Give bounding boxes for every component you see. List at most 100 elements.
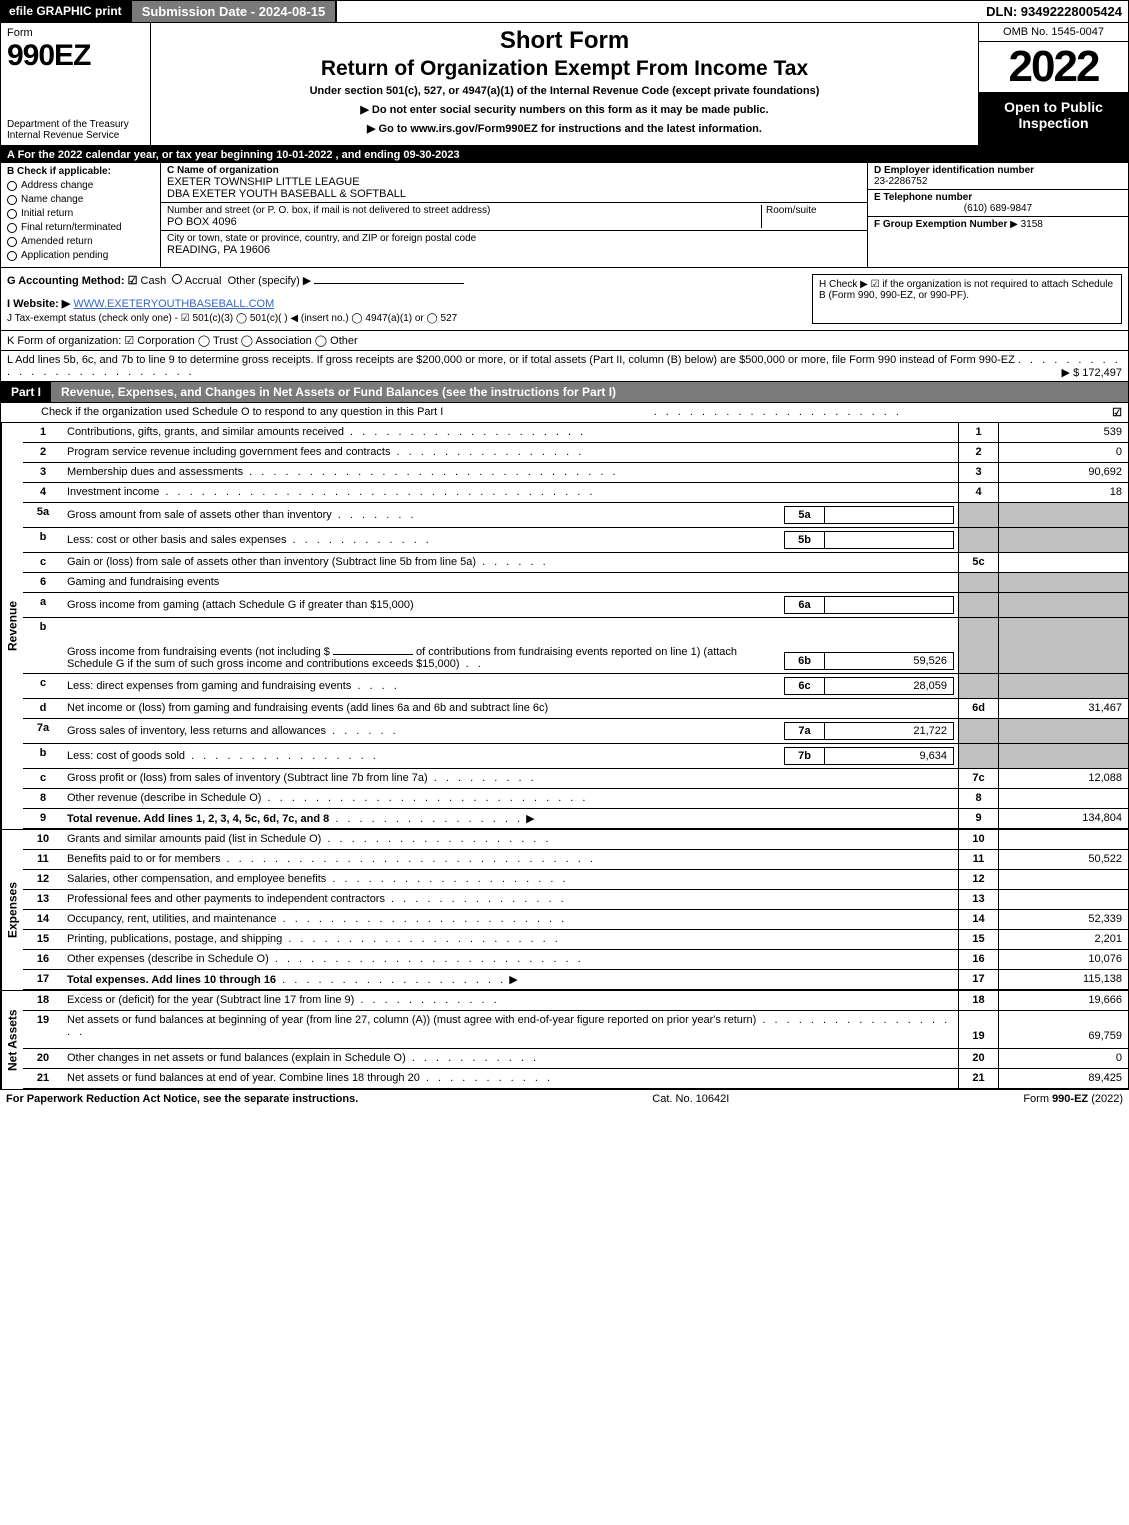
check-accrual[interactable] <box>172 274 182 284</box>
footer-right: Form 990-EZ (2022) <box>1023 1093 1123 1105</box>
other-specify-label: Other (specify) ▶ <box>228 275 312 287</box>
footer: For Paperwork Reduction Act Notice, see … <box>0 1090 1129 1108</box>
part-i-check-row: Check if the organization used Schedule … <box>1 403 1128 423</box>
line-18-value: 19,666 <box>998 991 1128 1010</box>
line-4: 4 Investment income . . . . . . . . . . … <box>23 483 1128 503</box>
expenses-body: 10 Grants and similar amounts paid (list… <box>23 830 1128 990</box>
line-1-value: 539 <box>998 423 1128 442</box>
line-9-value: 134,804 <box>998 809 1128 828</box>
footer-center: Cat. No. 10642I <box>652 1093 729 1105</box>
row-h-schedule-b: H Check ▶ ☑ if the organization is not r… <box>812 274 1122 324</box>
expenses-ledger: Expenses 10 Grants and similar amounts p… <box>1 830 1128 991</box>
line-2: 2 Program service revenue including gove… <box>23 443 1128 463</box>
efile-print-button[interactable]: efile GRAPHIC print <box>1 1 132 22</box>
part-i-label: Part I <box>1 382 51 402</box>
website-link[interactable]: WWW.EXETERYOUTHBASEBALL.COM <box>73 298 274 310</box>
row-g-h: G Accounting Method: ☑ Cash Accrual Othe… <box>1 268 1128 331</box>
col-d-e-f: D Employer identification number 23-2286… <box>868 163 1128 267</box>
accrual-label: Accrual <box>185 275 222 287</box>
part-i-header: Part I Revenue, Expenses, and Changes in… <box>1 382 1128 403</box>
line-3-value: 90,692 <box>998 463 1128 482</box>
schedule-o-check-icon: ☑ <box>1112 406 1122 419</box>
line-5c: c Gain or (loss) from sale of assets oth… <box>23 553 1128 573</box>
line-5a-value <box>824 506 954 524</box>
line-5b-value <box>824 531 954 549</box>
row-a-tax-year: A For the 2022 calendar year, or tax yea… <box>1 147 1128 163</box>
return-title: Return of Organization Exempt From Incom… <box>159 57 970 81</box>
row-g-accounting: G Accounting Method: ☑ Cash Accrual Othe… <box>7 274 812 324</box>
line-6: 6 Gaming and fundraising events <box>23 573 1128 593</box>
line-14: 14 Occupancy, rent, utilities, and maint… <box>23 910 1128 930</box>
street-label: Number and street (or P. O. box, if mail… <box>167 205 490 216</box>
net-assets-body: 18 Excess or (deficit) for the year (Sub… <box>23 991 1128 1089</box>
expenses-side-label: Expenses <box>1 830 23 990</box>
line-5b: b Less: cost or other basis and sales ex… <box>23 528 1128 553</box>
col-c-organization: C Name of organization EXETER TOWNSHIP L… <box>161 163 868 267</box>
header-left: Form 990EZ Department of the Treasury In… <box>1 23 151 145</box>
f-group-label: F Group Exemption Number <box>874 219 1007 230</box>
org-name: EXETER TOWNSHIP LITTLE LEAGUE <box>167 176 861 188</box>
checkbox-address-change[interactable]: Address change <box>7 180 154 191</box>
line-10-value <box>998 830 1128 849</box>
line-11-value: 50,522 <box>998 850 1128 869</box>
ein-value: 23-2286752 <box>874 176 1122 187</box>
line-12-value <box>998 870 1128 889</box>
line-18: 18 Excess or (deficit) for the year (Sub… <box>23 991 1128 1011</box>
line-6b-value: 59,526 <box>824 652 954 670</box>
other-specify-input[interactable] <box>314 283 464 284</box>
line-21: 21 Net assets or fund balances at end of… <box>23 1069 1128 1089</box>
net-assets-side-label: Net Assets <box>1 991 23 1089</box>
line-1: 1 Contributions, gifts, grants, and simi… <box>23 423 1128 443</box>
topbar: efile GRAPHIC print Submission Date - 20… <box>1 1 1128 23</box>
line-6a: a Gross income from gaming (attach Sched… <box>23 593 1128 618</box>
c-name-label: C Name of organization <box>167 165 861 176</box>
line-2-value: 0 <box>998 443 1128 462</box>
dln-number: DLN: 93492228005424 <box>980 1 1128 22</box>
g-label: G Accounting Method: <box>7 275 125 287</box>
line-14-value: 52,339 <box>998 910 1128 929</box>
footer-left: For Paperwork Reduction Act Notice, see … <box>6 1093 358 1105</box>
checkbox-initial-return[interactable]: Initial return <box>7 208 154 219</box>
col-b-checkboxes: B Check if applicable: Address change Na… <box>1 163 161 267</box>
line-7c-value: 12,088 <box>998 769 1128 788</box>
line-3: 3 Membership dues and assessments . . . … <box>23 463 1128 483</box>
line-13: 13 Professional fees and other payments … <box>23 890 1128 910</box>
checkbox-application-pending[interactable]: Application pending <box>7 250 154 261</box>
city-state-zip: READING, PA 19606 <box>167 244 861 256</box>
header-right: OMB No. 1545-0047 2022 Open to Public In… <box>978 23 1128 145</box>
short-form-title: Short Form <box>159 27 970 55</box>
line-7a-value: 21,722 <box>824 722 954 740</box>
line-5c-value <box>998 553 1128 572</box>
revenue-side-label: Revenue <box>1 423 23 829</box>
line-19-value: 69,759 <box>1005 1027 1122 1045</box>
line-15: 15 Printing, publications, postage, and … <box>23 930 1128 950</box>
line-16: 16 Other expenses (describe in Schedule … <box>23 950 1128 970</box>
f-group-value: ▶ 3158 <box>1010 219 1043 230</box>
line-20: 20 Other changes in net assets or fund b… <box>23 1049 1128 1069</box>
tax-year: 2022 <box>979 42 1128 93</box>
room-label: Room/suite <box>766 205 817 216</box>
phone-value: (610) 689-9847 <box>874 203 1122 214</box>
line-6b: b Gross income from fundraising events (… <box>23 618 1128 674</box>
form-number: 990EZ <box>7 39 144 73</box>
line-8-value <box>998 789 1128 808</box>
line-7b-value: 9,634 <box>824 747 954 765</box>
checkbox-name-change[interactable]: Name change <box>7 194 154 205</box>
line-6c: c Less: direct expenses from gaming and … <box>23 674 1128 699</box>
checkbox-final-return[interactable]: Final return/terminated <box>7 222 154 233</box>
check-cash-icon: ☑ <box>128 275 138 287</box>
checkbox-amended-return[interactable]: Amended return <box>7 236 154 247</box>
i-website-label: I Website: ▶ <box>7 298 70 310</box>
section-b-to-f: B Check if applicable: Address change Na… <box>1 163 1128 268</box>
line-12: 12 Salaries, other compensation, and emp… <box>23 870 1128 890</box>
line-21-value: 89,425 <box>998 1069 1128 1088</box>
row-l-text: L Add lines 5b, 6c, and 7b to line 9 to … <box>7 354 1015 366</box>
part-i-title: Revenue, Expenses, and Changes in Net As… <box>51 382 1128 402</box>
goto-instruction: ▶ Go to www.irs.gov/Form990EZ for instru… <box>159 122 970 135</box>
header-row: Form 990EZ Department of the Treasury In… <box>1 23 1128 147</box>
header-center: Short Form Return of Organization Exempt… <box>151 23 978 145</box>
form-container: efile GRAPHIC print Submission Date - 20… <box>0 0 1129 1090</box>
line-6a-value <box>824 596 954 614</box>
cash-label: Cash <box>141 275 167 287</box>
line-16-value: 10,076 <box>998 950 1128 969</box>
